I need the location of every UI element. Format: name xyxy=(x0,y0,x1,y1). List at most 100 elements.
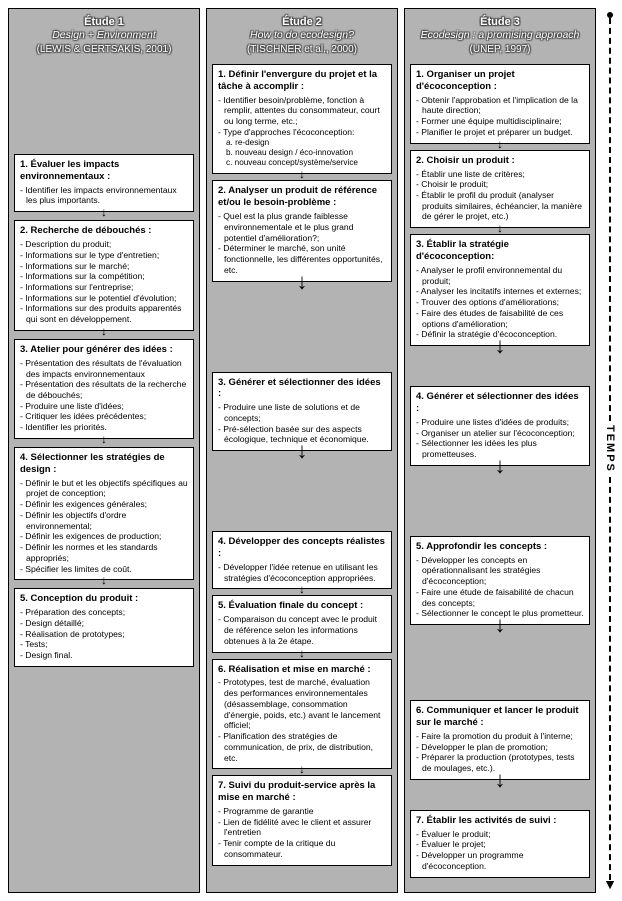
step-item: Définir le but et les objectifs spécifiq… xyxy=(20,478,188,499)
study-column: Étude 3Ecodesign : a promising approach(… xyxy=(404,8,596,893)
step-item: Planification des stratégies de communic… xyxy=(218,731,386,763)
step-item: Évaluer le projet; xyxy=(416,839,584,850)
step-title: 2. Choisir un produit : xyxy=(416,155,584,167)
step-list: Description du produit;Informations sur … xyxy=(20,239,188,325)
arrow-down-icon: ↓ xyxy=(101,212,107,220)
arrow-down-icon: ↓ xyxy=(495,346,506,386)
spacer xyxy=(14,64,194,154)
step-list: Établir une liste de critères;Choisir le… xyxy=(416,169,584,223)
study-column: Étude 1Design + Environment(LEWIS & GERT… xyxy=(8,8,200,893)
step-list: Prototypes, test de marché, évaluation d… xyxy=(218,677,386,763)
step-title: 3. Générer et sélectionner des idées : xyxy=(218,377,386,401)
step-list: Identifier besoin/problème, fonction à r… xyxy=(218,95,386,138)
column-subtitle: Ecodesign : a promising approach xyxy=(412,29,588,43)
step-title: 7. Suivi du produit-service après la mis… xyxy=(218,780,386,804)
step-item: Organiser un atelier sur l'écoconception… xyxy=(416,428,584,439)
step-item: Faire des études de faisabilité de ces o… xyxy=(416,308,584,329)
step-item: Développer un programme d'écoconception. xyxy=(416,850,584,871)
step-title: 4. Développer des concepts réalistes : xyxy=(218,536,386,560)
step-item: Produire une liste d'idées; xyxy=(20,401,188,412)
step-item: Informations sur l'entreprise; xyxy=(20,282,188,293)
step-item: Trouver des options d'améliorations; xyxy=(416,297,584,308)
spacer xyxy=(410,878,590,886)
step-item: Informations sur le type d'entretien; xyxy=(20,250,188,261)
step-item: Présentation des résultats de l'évaluati… xyxy=(20,358,188,379)
step-item: Définir les normes et les standards appr… xyxy=(20,542,188,563)
step-title: 1. Évaluer les impacts environnementaux … xyxy=(20,159,188,183)
step-item: Définir les objectifs d'ordre environnem… xyxy=(20,510,188,531)
step-title: 3. Établir la stratégie d'écoconception: xyxy=(416,239,584,263)
step-item: Informations sur le potentiel d'évolutio… xyxy=(20,293,188,304)
step-list: Développer les concepts en opérationnali… xyxy=(416,555,584,619)
step-box: 3. Atelier pour générer des idées : Prése… xyxy=(14,339,194,439)
step-list: Évaluer le produit;Évaluer le projet;Dév… xyxy=(416,829,584,872)
spacer xyxy=(14,667,194,847)
step-item: Analyser les incitatifs internes et exte… xyxy=(416,286,584,297)
step-item: Tenir compte de la critique du consommat… xyxy=(218,838,386,859)
arrow-down-icon: ↓ xyxy=(495,466,506,536)
step-box: 2. Choisir un produit : Établir une liste… xyxy=(410,150,590,229)
step-item: Planifier le projet et préparer un budge… xyxy=(416,127,584,138)
step-box: 4. Développer des concepts réalistes :Dé… xyxy=(212,531,392,589)
step-title: 4. Sélectionner les stratégies de design… xyxy=(20,452,188,476)
timeline-label: TEMPS xyxy=(604,425,616,473)
arrow-down-icon: ↓ xyxy=(101,439,107,447)
step-box: 1. Évaluer les impacts environnementaux … xyxy=(14,154,194,212)
diagram-root: Étude 1Design + Environment(LEWIS & GERT… xyxy=(0,0,622,901)
step-item: Design final. xyxy=(20,650,188,661)
step-item: Informations sur le marché; xyxy=(20,261,188,272)
step-item: Type d'approches l'écoconception: xyxy=(218,127,386,138)
timeline-rail: TEMPS ▼ xyxy=(600,12,620,889)
step-item: Identifier les impacts environnementaux … xyxy=(20,185,188,206)
arrow-down-icon: ↓ xyxy=(297,451,308,531)
column-header: Étude 2How to do ecodesign?(TISCHNER et … xyxy=(212,9,392,64)
arrow-down-icon: ↓ xyxy=(101,331,107,339)
step-item: Identifier besoin/problème, fonction à r… xyxy=(218,95,386,127)
step-box: 2. Recherche de débouchés : Description d… xyxy=(14,220,194,331)
step-item: Réalisation de prototypes; xyxy=(20,629,188,640)
step-item: Développer les concepts en opérationnali… xyxy=(416,555,584,587)
step-title: 6. Réalisation et mise en marché : xyxy=(218,664,386,676)
step-list: Définir le but et les objectifs spécifiq… xyxy=(20,478,188,575)
step-box: 6. Réalisation et mise en marché :Protot… xyxy=(212,659,392,770)
column-subtitle: Design + Environment xyxy=(16,29,192,43)
step-item: Établir le profil du produit (analyser p… xyxy=(416,190,584,222)
study-column: Étude 2How to do ecodesign?(TISCHNER et … xyxy=(206,8,398,893)
step-item: Développer l'idée retenue en utilisant l… xyxy=(218,562,386,583)
step-list: Comparaison du concept avec le produit d… xyxy=(218,614,386,646)
step-title: 4. Générer et sélectionner des idées : xyxy=(416,391,584,415)
step-item: Préparation des concepts; xyxy=(20,607,188,618)
step-item: Développer le plan de promotion; xyxy=(416,742,584,753)
step-item: Choisir le produit; xyxy=(416,179,584,190)
step-title: 5. Évaluation finale du concept : xyxy=(218,600,386,612)
step-title: 7. Établir les activités de suivi : xyxy=(416,815,584,827)
step-title: 2. Recherche de débouchés : xyxy=(20,225,188,237)
column-header: Étude 3Ecodesign : a promising approach(… xyxy=(410,9,590,64)
step-item: Design détaillé; xyxy=(20,618,188,629)
step-item: Critiquer les idées précédentes; xyxy=(20,411,188,422)
step-box: 3. Établir la stratégie d'écoconception:… xyxy=(410,234,590,346)
step-box: 7. Établir les activités de suivi : Évalu… xyxy=(410,810,590,878)
step-list: Obtenir l'approbation et l'implication d… xyxy=(416,95,584,138)
column-credit: (LEWIS & GERTSAKIS, 2001) xyxy=(16,43,192,56)
step-title: 1. Organiser un projet d'écoconception : xyxy=(416,69,584,93)
step-box: 1. Organiser un projet d'écoconception :… xyxy=(410,64,590,144)
step-box: 2. Analyser un produit de référence et/o… xyxy=(212,180,392,281)
step-list: Identifier les impacts environnementaux … xyxy=(20,185,188,206)
step-subitem: b. nouveau design / éco-innovation xyxy=(218,148,386,158)
step-item: Faire la promotion du produit à l'intern… xyxy=(416,731,584,742)
step-title: 3. Atelier pour générer des idées : xyxy=(20,344,188,356)
step-item: Lien de fidélité avec le client et assur… xyxy=(218,817,386,838)
column-title: Étude 3 xyxy=(412,15,588,29)
column-credit: (TISCHNER et al., 2000) xyxy=(214,43,390,56)
step-list: Développer l'idée retenue en utilisant l… xyxy=(218,562,386,583)
step-list: Analyser le profil environnemental du pr… xyxy=(416,265,584,340)
column-header: Étude 1Design + Environment(LEWIS & GERT… xyxy=(14,9,194,64)
step-item: Programme de garantie xyxy=(218,806,386,817)
arrow-down-icon: ↓ xyxy=(495,625,506,700)
step-item: Analyser le profil environnemental du pr… xyxy=(416,265,584,286)
column-subtitle: How to do ecodesign? xyxy=(214,29,390,43)
step-item: Prototypes, test de marché, évaluation d… xyxy=(218,677,386,731)
column-credit: (UNEP, 1997) xyxy=(412,43,588,56)
step-item: Informations sur des produits apparentés… xyxy=(20,303,188,324)
